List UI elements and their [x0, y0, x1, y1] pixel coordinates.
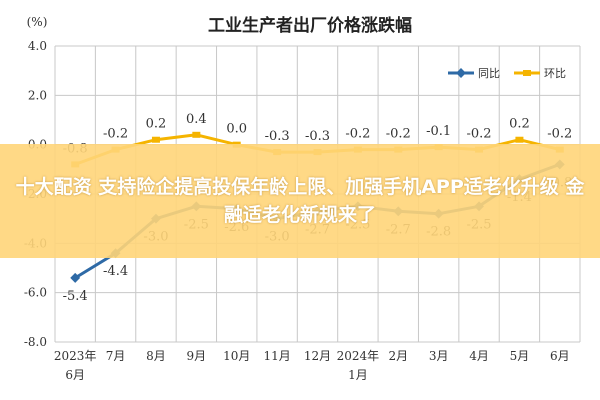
data-point [192, 131, 201, 138]
data-label: 0.4 [186, 112, 207, 127]
x-tick-label: 11月 [263, 349, 290, 363]
x-tick-label: 5月 [510, 349, 530, 363]
x-tick-label: 9月 [187, 349, 207, 363]
legend: 同比 环比 [448, 67, 566, 80]
data-label: -0.2 [547, 127, 572, 142]
x-tick-label: 3月 [429, 349, 449, 363]
y-unit-label: (%) [27, 15, 48, 29]
data-label: -0.1 [426, 124, 451, 139]
x-tick-label: 8月 [146, 349, 166, 363]
data-point [515, 136, 524, 143]
chart-title: 工业生产者出厂价格涨跌幅 [208, 15, 412, 36]
data-label: -0.2 [103, 127, 128, 142]
overlay-banner: 十大配资 支持险企提高投保年龄上限、加强手机APP适老化升级 金融适老化新规来了 [0, 144, 600, 258]
data-label: -0.2 [345, 127, 370, 142]
x-tick-label: 4月 [469, 349, 489, 363]
data-label: 0.2 [146, 117, 167, 132]
legend-label: 同比 [478, 67, 500, 80]
y-tick-label: 2.0 [28, 88, 47, 102]
x-tick-label: 7月 [106, 349, 126, 363]
data-label: -4.4 [103, 264, 128, 279]
banner-headline: 十大配资 支持险企提高投保年龄上限、加强手机APP适老化升级 金融适老化新规来了 [15, 176, 585, 226]
data-label: -5.4 [63, 289, 88, 304]
x-tick-label: 2月 [388, 349, 408, 363]
legend-marker [523, 70, 531, 76]
y-tick-label: -8.0 [24, 335, 47, 349]
legend-label: 环比 [544, 67, 566, 80]
data-label: 0.0 [226, 122, 247, 137]
data-label: -0.2 [466, 127, 491, 142]
data-label: -0.2 [386, 127, 411, 142]
data-label: -0.3 [265, 129, 290, 144]
x-tick-label: 2023年 6月 [54, 349, 97, 382]
data-label: -0.3 [305, 129, 330, 144]
x-tick-label: 10月 [223, 349, 250, 363]
x-tick-label: 12月 [304, 349, 331, 363]
x-tick-label: 2024年 1月 [337, 349, 380, 382]
data-point [151, 136, 160, 143]
legend-marker [456, 68, 466, 78]
y-tick-label: 4.0 [28, 39, 47, 53]
data-label: 0.2 [509, 117, 530, 132]
x-tick-label: 6月 [550, 349, 570, 363]
y-tick-label: -6.0 [24, 286, 47, 300]
